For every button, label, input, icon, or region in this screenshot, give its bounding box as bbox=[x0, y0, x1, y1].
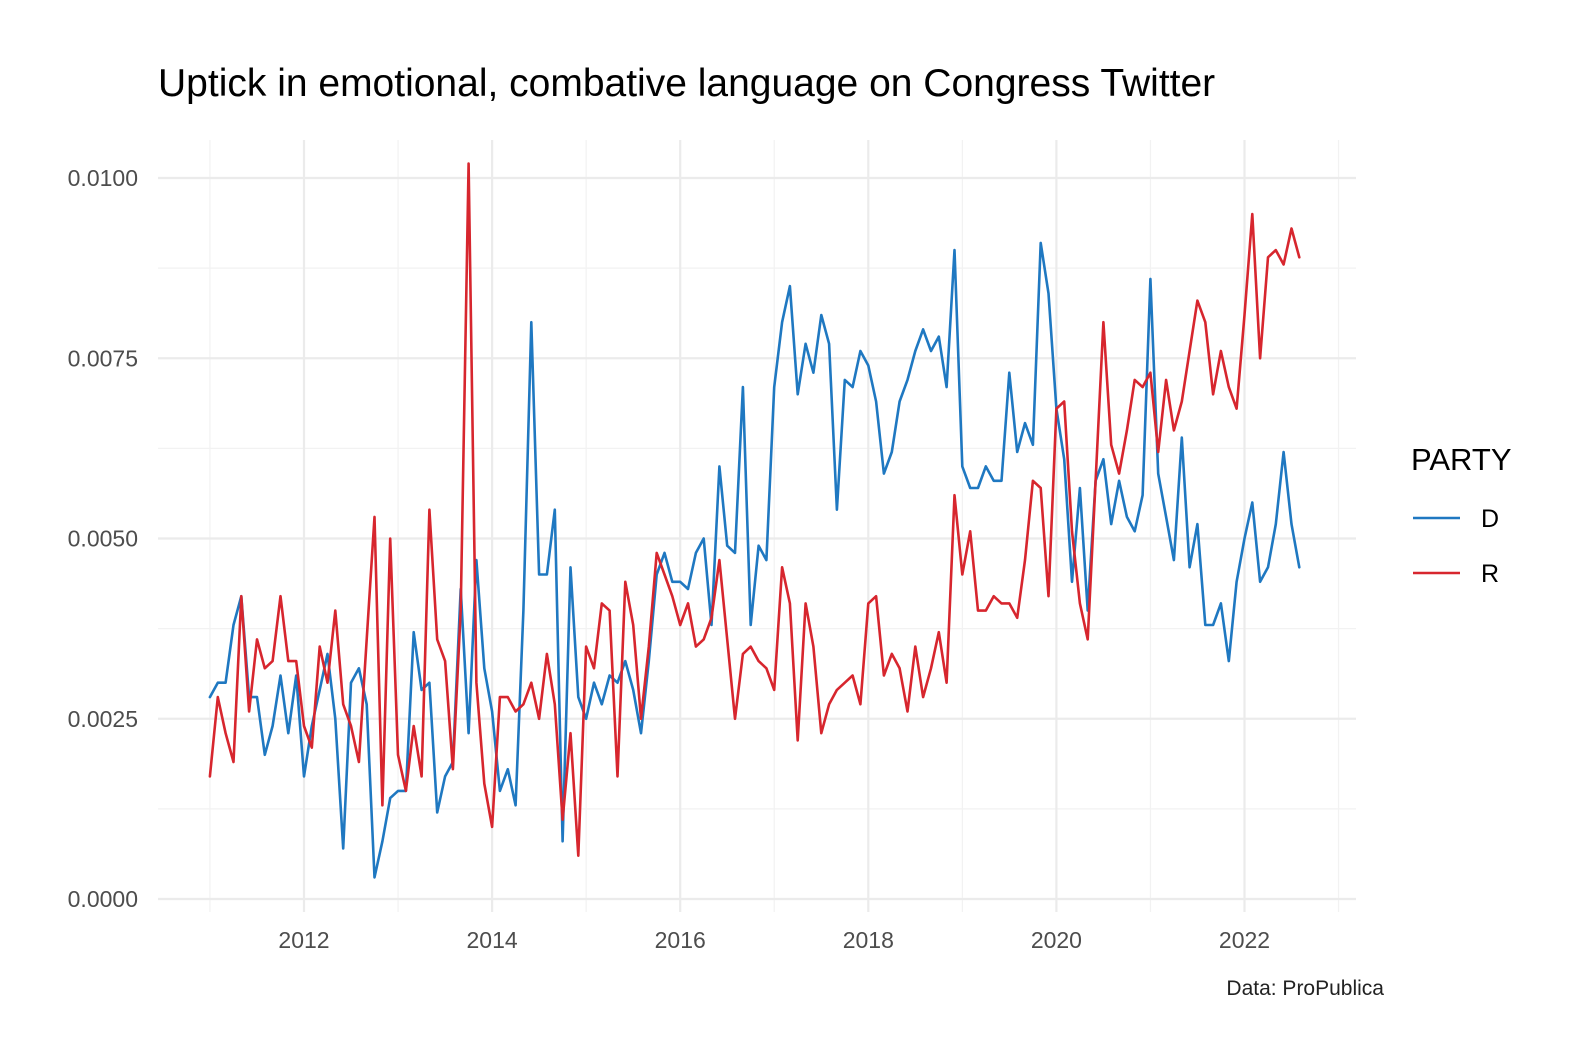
series-lines bbox=[208, 162, 1301, 879]
legend: PARTY DR bbox=[1411, 442, 1512, 588]
y-axis-tick-labels: 0.0000 0.0025 0.0050 0.0075 0.0100 bbox=[68, 165, 138, 912]
x-tick-label: 2014 bbox=[467, 927, 518, 953]
major-gridlines bbox=[158, 140, 1356, 912]
caption: Data: ProPublica bbox=[1226, 977, 1384, 1000]
y-tick-label: 0.0075 bbox=[68, 345, 138, 371]
x-axis-tick-labels: 2012 2014 2016 2018 2020 2022 bbox=[278, 927, 1270, 953]
y-tick-label: 0.0025 bbox=[68, 706, 138, 732]
series-line-D bbox=[208, 241, 1301, 879]
y-tick-label: 0.0000 bbox=[68, 886, 138, 912]
legend-label-D: D bbox=[1481, 505, 1499, 533]
x-tick-label: 2018 bbox=[843, 927, 894, 953]
x-tick-label: 2012 bbox=[278, 927, 329, 953]
legend-title: PARTY bbox=[1411, 442, 1512, 477]
minor-gridlines bbox=[158, 140, 1356, 912]
y-tick-label: 0.0100 bbox=[68, 165, 138, 191]
chart-title: Uptick in emotional, combative language … bbox=[158, 62, 1216, 105]
x-tick-label: 2022 bbox=[1219, 927, 1270, 953]
legend-label-R: R bbox=[1481, 560, 1499, 588]
x-tick-label: 2016 bbox=[655, 927, 706, 953]
x-tick-label: 2020 bbox=[1031, 927, 1082, 953]
y-tick-label: 0.0050 bbox=[68, 526, 138, 552]
series-line-R bbox=[208, 162, 1301, 858]
